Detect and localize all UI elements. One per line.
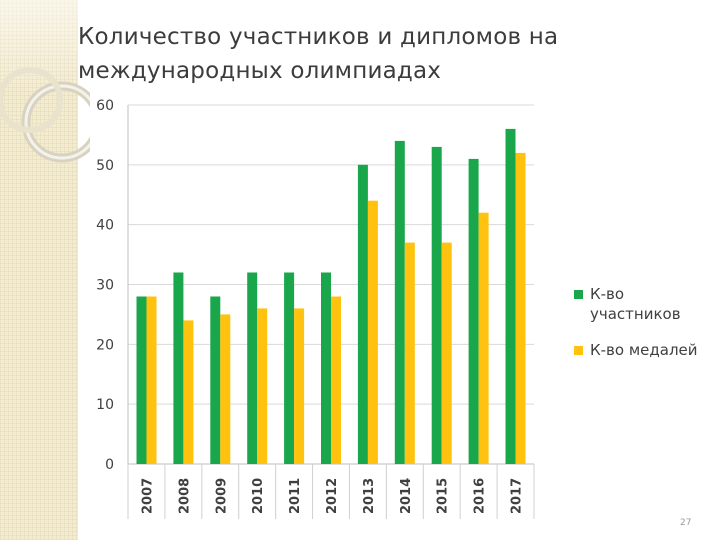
x-tick-label: 2009 [214, 478, 229, 514]
y-tick-label: 30 [96, 278, 114, 294]
decorative-rings [0, 67, 90, 163]
bar-medals [441, 242, 452, 464]
y-tick-label: 10 [96, 397, 114, 413]
bar-participants [247, 272, 258, 464]
x-tick-label: 2013 [362, 478, 377, 514]
bar-medals [220, 314, 231, 464]
bar-participants [505, 128, 516, 464]
chart-legend: К-во участников К-во медалей [574, 284, 714, 376]
y-tick-label: 40 [96, 218, 114, 234]
page-number: 27 [680, 518, 692, 528]
bar-medals [183, 320, 194, 464]
x-tick-label: 2011 [288, 478, 303, 514]
bar-medals [257, 308, 268, 464]
x-tick-label: 2007 [140, 478, 155, 514]
x-tick-label: 2014 [399, 478, 414, 514]
bar-participants [321, 272, 331, 464]
decorative-strip-highlight [0, 0, 78, 95]
legend-label-participants: К-во участников [590, 285, 681, 323]
bar-medals [515, 152, 526, 464]
bar-medals [478, 212, 489, 464]
slide-title: Количество участников и дипломов на межд… [78, 24, 559, 84]
bar-participants [468, 158, 479, 464]
bar-medals [331, 296, 341, 464]
bar-participants [210, 296, 221, 464]
x-tick-label: 2017 [510, 478, 525, 514]
x-tick-label: 2016 [473, 478, 488, 514]
y-tick-label: 60 [96, 98, 114, 114]
x-tick-label: 2008 [177, 478, 192, 514]
bar-participants [357, 164, 368, 465]
bar-participants [284, 272, 295, 464]
bar-medals [367, 200, 378, 464]
bar-participants [431, 146, 442, 464]
x-tick-label: 2010 [251, 478, 266, 514]
legend-label-medals: К-во медалей [590, 341, 698, 359]
legend-item-medals: К-во медалей [574, 340, 714, 360]
x-tick-label: 2015 [436, 478, 451, 514]
x-tick-label: 2012 [325, 478, 340, 514]
bar-participants [394, 140, 405, 464]
y-tick-label: 20 [96, 337, 114, 353]
y-tick-label: 50 [96, 158, 114, 174]
bar-medals [146, 296, 157, 464]
legend-swatch-medals [574, 346, 583, 355]
legend-swatch-participants [574, 290, 583, 299]
legend-item-participants: К-во участников [574, 284, 714, 324]
y-tick-label: 0 [105, 457, 114, 473]
bar-chart: 0 10 20 30 40 50 60 2007 2008 2009 2010 2011 2012 201… [96, 98, 535, 519]
bar-medals [294, 308, 305, 464]
bar-participants [136, 296, 147, 464]
bar-medals [404, 242, 415, 464]
bar-participants [173, 272, 184, 464]
